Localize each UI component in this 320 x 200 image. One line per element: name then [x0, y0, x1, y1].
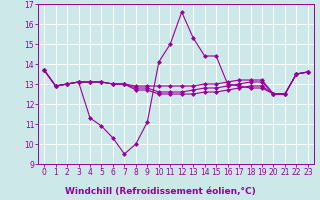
Text: Windchill (Refroidissement éolien,°C): Windchill (Refroidissement éolien,°C): [65, 187, 255, 196]
